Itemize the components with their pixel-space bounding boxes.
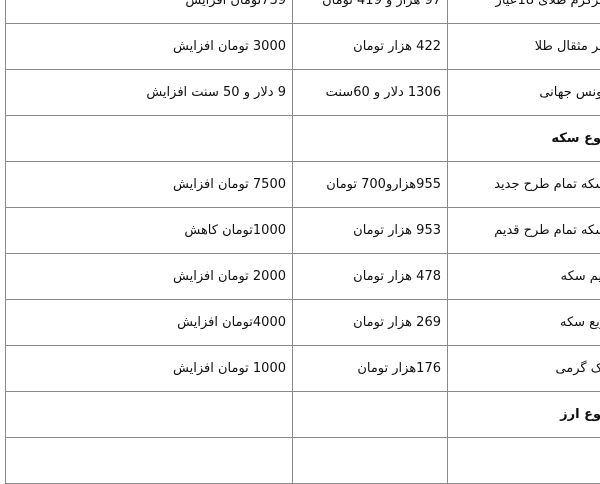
change-cell xyxy=(6,116,293,162)
change-cell: 9 دلار و 50 سنت افزایش xyxy=(6,70,293,116)
item-name-cell xyxy=(448,438,600,484)
price-cell: 422 هزار تومان xyxy=(293,24,448,70)
change-cell: 739تومان افزایش xyxy=(6,0,293,24)
item-name-cell: ربع سکه xyxy=(448,300,600,346)
price-cell xyxy=(293,392,448,438)
price-cell: 955هزارو700 تومان xyxy=(293,162,448,208)
change-cell: 4000تومان افزایش xyxy=(6,300,293,346)
change-cell: 2000 تومان افزایش xyxy=(6,254,293,300)
change-cell: 1000تومان کاهش xyxy=(6,208,293,254)
price-cell: 478 هزار تومان xyxy=(293,254,448,300)
price-cell: 953 هزار تومان xyxy=(293,208,448,254)
price-cell xyxy=(293,116,448,162)
item-name-cell: نیم سکه xyxy=(448,254,600,300)
change-cell xyxy=(6,392,293,438)
price-cell: 176هزار تومان xyxy=(293,346,448,392)
table-row xyxy=(6,438,600,484)
section-header-row: نوع ارز xyxy=(6,392,600,438)
change-cell: 3000 تومان افزایش xyxy=(6,24,293,70)
price-cell: 97 هزار و 419 تومان xyxy=(293,0,448,24)
change-cell: 7500 تومان افزایش xyxy=(6,162,293,208)
item-name-cell: یک گرمی xyxy=(448,346,600,392)
change-cell: 1000 تومان افزایش xyxy=(6,346,293,392)
item-name-cell: نوع سکه xyxy=(448,116,600,162)
item-name-cell: سکه تمام طرح جدید xyxy=(448,162,600,208)
change-cell xyxy=(6,438,293,484)
price-cell: 269 هزار تومان xyxy=(293,300,448,346)
item-name-cell: هرگرم طلای 18عیار xyxy=(448,0,600,24)
item-name-cell: سکه تمام طرح قدیم xyxy=(448,208,600,254)
item-name-cell: اونس جهانی xyxy=(448,70,600,116)
section-header-row: نوع سکه xyxy=(6,116,600,162)
item-name-cell: هر مثقال طلا xyxy=(448,24,600,70)
price-cell xyxy=(293,438,448,484)
price-cell: 1306 دلار و 60سنت xyxy=(293,70,448,116)
item-name-cell: نوع ارز xyxy=(448,392,600,438)
